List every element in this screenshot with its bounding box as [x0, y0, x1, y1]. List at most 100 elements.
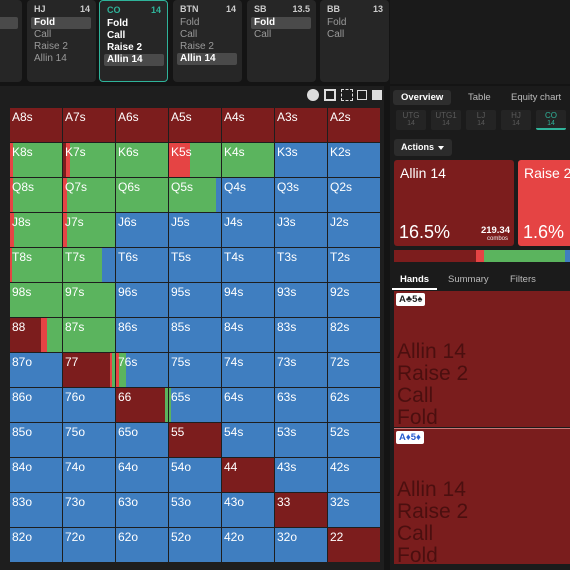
hand-cell[interactable]: A2s: [328, 108, 380, 142]
hand-cell[interactable]: T2s: [328, 248, 380, 282]
action-row[interactable]: Call: [324, 29, 384, 41]
hand-cell[interactable]: 43o: [222, 493, 274, 527]
actions-button[interactable]: Actions: [394, 139, 452, 156]
hand-cell[interactable]: 54o: [169, 458, 221, 492]
hand-cell[interactable]: 98s: [10, 283, 62, 317]
hand-cell[interactable]: A7s: [63, 108, 115, 142]
hand-cell[interactable]: 65o: [116, 423, 168, 457]
hand-cell[interactable]: K4s: [222, 143, 274, 177]
hand-cell[interactable]: 97s: [63, 283, 115, 317]
hand-cell[interactable]: T3s: [275, 248, 327, 282]
hand-cell[interactable]: 85s: [169, 318, 221, 352]
action-row[interactable]: Call: [104, 30, 164, 42]
action-card[interactable]: Allin 14 16.5% 219.34 combos: [394, 160, 514, 246]
hand-cell[interactable]: 63s: [275, 388, 327, 422]
tab[interactable]: Summary: [448, 274, 489, 285]
hand-cell[interactable]: 32s: [328, 493, 380, 527]
hand-cell[interactable]: 84s: [222, 318, 274, 352]
position-chip[interactable]: HJ 14: [501, 110, 531, 130]
hand-cell[interactable]: 52s: [328, 423, 380, 457]
hand-cell[interactable]: T8s: [10, 248, 62, 282]
hand-cell[interactable]: 54s: [222, 423, 274, 457]
hand-cell[interactable]: 66: [116, 388, 168, 422]
hand-cell[interactable]: A3s: [275, 108, 327, 142]
hand-cell[interactable]: 92s: [328, 283, 380, 317]
hand-cell[interactable]: 62s: [328, 388, 380, 422]
icon[interactable]: [357, 90, 367, 100]
action-row[interactable]: Fold: [104, 18, 164, 30]
action-row[interactable]: Call: [251, 29, 311, 41]
hand-cell[interactable]: 43s: [275, 458, 327, 492]
hand-cell[interactable]: 64o: [116, 458, 168, 492]
hand-cell[interactable]: 84o: [10, 458, 62, 492]
hand-cell[interactable]: Q4s: [222, 178, 274, 212]
hand-cell[interactable]: 94s: [222, 283, 274, 317]
hand-cell[interactable]: 72s: [328, 353, 380, 387]
action-row[interactable]: Raise 2: [177, 41, 237, 53]
hand-cell[interactable]: Q6s: [116, 178, 168, 212]
hand-cell[interactable]: K7s: [63, 143, 115, 177]
hand-cell[interactable]: 74s: [222, 353, 274, 387]
position-chip[interactable]: LJ 14: [466, 110, 496, 130]
hand-cell[interactable]: 33: [275, 493, 327, 527]
hand-cell[interactable]: 55: [169, 423, 221, 457]
position-card[interactable]: HJ 14 Fold Call Raise 2 Allin 14: [27, 0, 96, 82]
hand-cell[interactable]: 44: [222, 458, 274, 492]
icon[interactable]: [372, 90, 382, 100]
hand-cell[interactable]: T4s: [222, 248, 274, 282]
hand-cell[interactable]: 86o: [10, 388, 62, 422]
hand-cell[interactable]: 62o: [116, 528, 168, 562]
hand-cell[interactable]: 82o: [10, 528, 62, 562]
hand-cell[interactable]: K5s: [169, 143, 221, 177]
hand-cell[interactable]: Q2s: [328, 178, 380, 212]
action-row[interactable]: Raise 2: [31, 41, 91, 53]
hand-cell[interactable]: 85o: [10, 423, 62, 457]
hand-cell[interactable]: 72o: [63, 528, 115, 562]
hand-cell[interactable]: 83s: [275, 318, 327, 352]
hand-cell[interactable]: Q3s: [275, 178, 327, 212]
action-row[interactable]: Allin 14: [31, 53, 91, 65]
icon[interactable]: [324, 89, 336, 101]
hand-cell[interactable]: 83o: [10, 493, 62, 527]
hand-cell[interactable]: K6s: [116, 143, 168, 177]
position-chip[interactable]: UTG 14: [396, 110, 426, 130]
hand-cell[interactable]: 96s: [116, 283, 168, 317]
position-chip[interactable]: UTG1 14: [431, 110, 461, 130]
hand-cell[interactable]: Q5s: [169, 178, 221, 212]
hand-cell[interactable]: 42o: [222, 528, 274, 562]
tab[interactable]: Hands: [392, 272, 438, 290]
tab[interactable]: Filters: [510, 274, 536, 285]
hand-cell[interactable]: 53s: [275, 423, 327, 457]
hand-cell[interactable]: 95s: [169, 283, 221, 317]
hand-cell[interactable]: 73s: [275, 353, 327, 387]
action-row[interactable]: Fold: [324, 17, 384, 29]
action-row[interactable]: Raise 2: [104, 42, 164, 54]
hand-cell[interactable]: 93s: [275, 283, 327, 317]
tab[interactable]: Table: [468, 92, 491, 103]
hand-cell[interactable]: Q7s: [63, 178, 115, 212]
hand-cell[interactable]: K3s: [275, 143, 327, 177]
hand-cell[interactable]: T5s: [169, 248, 221, 282]
hand-cell[interactable]: J5s: [169, 213, 221, 247]
icon[interactable]: [341, 89, 353, 101]
position-card[interactable]: SB 13.5 Fold Call: [247, 0, 316, 82]
hand-cell[interactable]: 64s: [222, 388, 274, 422]
position-card[interactable]: BTN 14 Fold Call Raise 2 Allin 14: [173, 0, 242, 82]
icon[interactable]: [307, 89, 319, 101]
position-card[interactable]: CO 14 Fold Call Raise 2 Allin 14: [99, 0, 168, 82]
hand-cell[interactable]: 76o: [63, 388, 115, 422]
hand-cell[interactable]: 53o: [169, 493, 221, 527]
hand-cell[interactable]: J7s: [63, 213, 115, 247]
hand-cell[interactable]: 73o: [63, 493, 115, 527]
hand-cell[interactable]: J3s: [275, 213, 327, 247]
action-card[interactable]: Raise 2 1.6%: [518, 160, 570, 246]
action-row[interactable]: Fold: [177, 17, 237, 29]
action-row[interactable]: Allin 14: [177, 53, 237, 65]
action-row[interactable]: Fold: [31, 17, 91, 29]
position-chip[interactable]: CO 14: [536, 110, 566, 130]
hand-cell[interactable]: T6s: [116, 248, 168, 282]
action-row[interactable]: Call: [177, 29, 237, 41]
hand-cell[interactable]: J2s: [328, 213, 380, 247]
hand-cell[interactable]: 65s: [169, 388, 221, 422]
hand-cell[interactable]: 32o: [275, 528, 327, 562]
